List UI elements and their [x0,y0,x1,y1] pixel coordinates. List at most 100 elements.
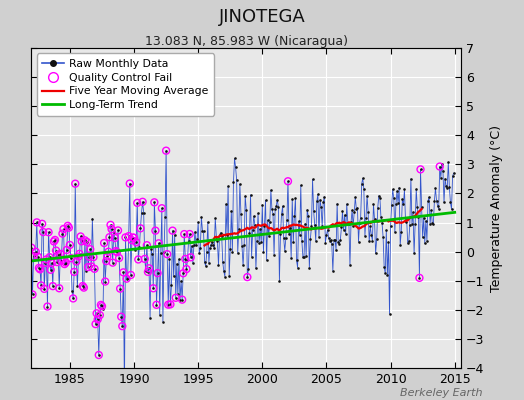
Point [272,203,280,210]
Point [30,251,39,257]
Point [416,166,424,172]
Point [56,251,64,257]
Point [43,303,52,310]
Point [222,201,230,207]
Point [349,222,357,229]
Point [84,264,92,270]
Point [118,323,126,329]
Point [258,202,267,208]
Point [49,283,57,289]
Point [106,222,115,228]
Point [107,226,116,232]
Point [330,237,338,243]
Point [62,247,71,253]
Point [389,195,398,202]
Point [154,270,162,276]
Point [279,235,288,242]
Point [92,310,101,316]
Point [434,206,443,212]
Point [42,256,51,263]
Point [356,214,365,221]
Point [137,210,146,216]
Point [306,235,314,242]
Point [31,248,40,255]
Point [225,273,233,280]
Point [34,254,42,260]
Point [162,148,170,154]
Point [87,263,95,270]
Text: Berkeley Earth: Berkeley Earth [400,388,482,398]
Point [56,251,64,257]
Point [366,223,375,230]
Point [206,244,214,251]
Point [435,163,444,170]
Point [119,269,127,276]
Point [34,254,42,260]
Point [174,256,183,262]
Point [84,264,92,270]
Point [343,201,351,207]
Point [288,196,297,202]
Point [236,181,244,187]
Point [46,254,54,260]
Point [158,205,166,212]
Point [162,148,170,154]
Point [438,161,446,168]
Point [104,248,113,255]
Point [103,253,112,260]
Point [341,212,349,218]
Point [80,284,88,291]
Point [240,242,248,248]
Point [178,296,187,303]
Point [90,266,99,272]
Point [317,204,325,210]
Point [263,257,271,264]
Point [155,240,163,246]
Point [71,180,80,187]
Point [446,199,455,206]
Point [130,234,138,241]
Point [70,269,79,275]
Point [133,200,141,206]
Point [155,240,163,246]
Point [79,283,87,289]
Point [313,198,321,205]
Point [67,255,75,262]
Point [116,286,124,292]
Point [123,276,131,282]
Point [264,217,272,224]
Point [228,248,236,255]
Point [110,228,118,235]
Point [127,272,135,278]
Point [133,200,141,206]
Point [91,321,100,327]
Point [83,239,91,245]
Point [132,239,140,246]
Point [36,266,44,272]
Point [128,237,136,243]
Point [435,163,444,170]
Point [31,248,40,255]
Point [336,237,345,244]
Point [176,297,184,304]
Point [29,253,38,260]
Point [413,204,421,210]
Point [180,231,189,237]
Point [200,259,209,266]
Point [103,253,112,260]
Point [107,226,116,232]
Point [77,233,85,240]
Point [104,248,113,255]
Point [37,282,45,289]
Point [209,242,217,248]
Point [70,269,79,275]
Point [168,228,177,234]
Point [60,261,69,267]
Point [63,223,72,229]
Point [405,238,413,244]
Point [178,296,187,303]
Point [226,246,234,252]
Point [53,259,61,265]
Point [337,224,346,231]
Point [130,234,138,241]
